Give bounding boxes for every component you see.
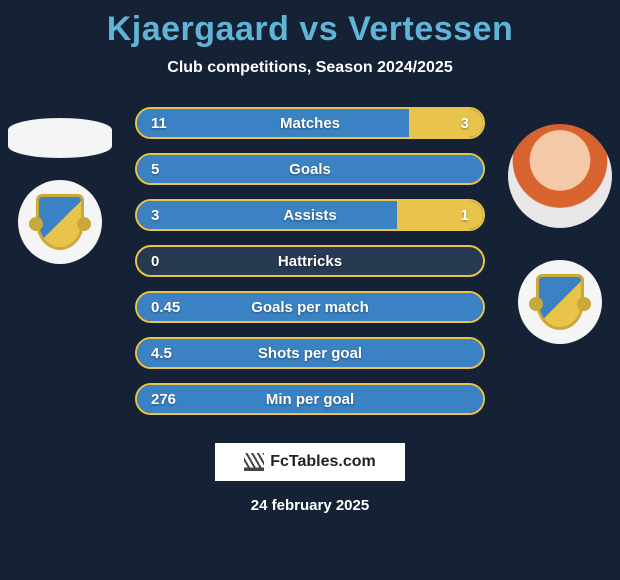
player2-club-badge <box>518 260 602 344</box>
brand-logo[interactable]: FcTables.com <box>215 443 405 481</box>
player1-value: 3 <box>137 207 207 224</box>
comparison-bars: 11Matches35Goals3Assists10Hattricks0.45G… <box>135 107 485 415</box>
club-crest-icon <box>36 194 84 250</box>
stat-label: Assists <box>207 207 413 224</box>
player1-value: 276 <box>137 391 207 408</box>
stat-bar: 0Hattricks <box>135 245 485 277</box>
stat-bar: 5Goals <box>135 153 485 185</box>
stat-bar: 11Matches3 <box>135 107 485 139</box>
page-subtitle: Club competitions, Season 2024/2025 <box>0 59 620 77</box>
stat-label: Matches <box>207 115 413 132</box>
stat-label: Min per goal <box>207 391 413 408</box>
stat-bar: 0.45Goals per match <box>135 291 485 323</box>
club-crest-icon <box>536 274 584 330</box>
brand-label: FcTables.com <box>270 453 376 471</box>
player1-value: 0.45 <box>137 299 207 316</box>
player1-value: 5 <box>137 161 207 178</box>
stat-bar: 276Min per goal <box>135 383 485 415</box>
stat-label: Goals <box>207 161 413 178</box>
date-label: 24 february 2025 <box>0 497 620 514</box>
stat-label: Hattricks <box>207 253 413 270</box>
stat-bar: 4.5Shots per goal <box>135 337 485 369</box>
player1-club-badge <box>18 180 102 264</box>
player1-value: 11 <box>137 115 207 132</box>
player2-value: 1 <box>413 207 483 224</box>
page-title: Kjaergaard vs Vertessen <box>0 0 620 49</box>
player1-value: 4.5 <box>137 345 207 362</box>
player2-avatar <box>508 124 612 228</box>
stat-bar: 3Assists1 <box>135 199 485 231</box>
stat-label: Goals per match <box>207 299 413 316</box>
player1-value: 0 <box>137 253 207 270</box>
stat-label: Shots per goal <box>207 345 413 362</box>
player2-value: 3 <box>413 115 483 132</box>
player1-avatar <box>8 118 112 158</box>
fctables-icon <box>244 453 264 471</box>
